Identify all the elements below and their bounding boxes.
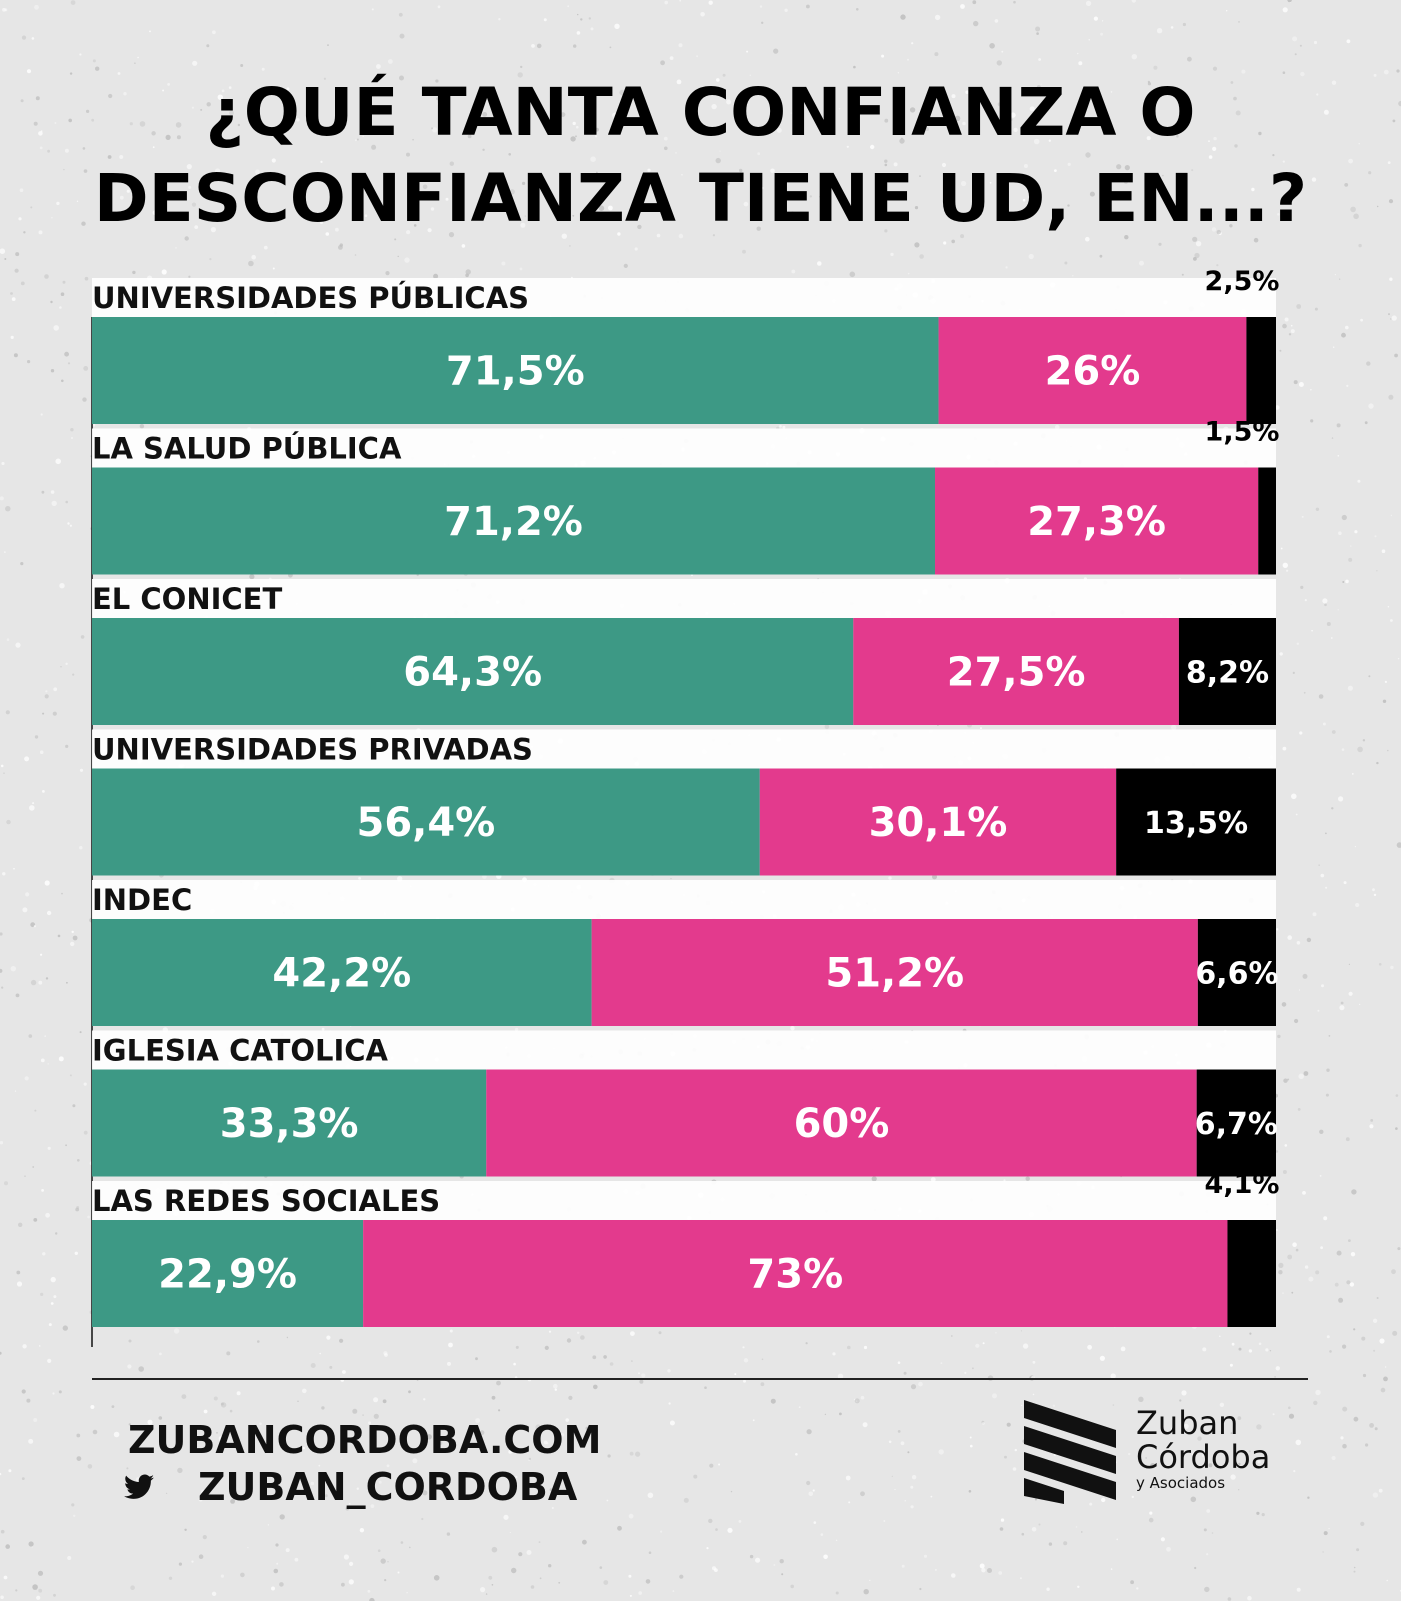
bar-confianza xyxy=(92,1069,487,1177)
bar-ns_nc xyxy=(1246,317,1276,424)
bar-ns_nc xyxy=(1116,768,1276,876)
data-label-confianza: 22,9% xyxy=(158,1252,297,1298)
bar-desconfianza xyxy=(759,768,1117,876)
category-label: LAS REDES SOCIALES xyxy=(92,1184,440,1218)
bar-ns_nc xyxy=(1227,1220,1276,1327)
data-label-confianza: 71,5% xyxy=(446,349,585,395)
data-label-ns_nc: 6,7% xyxy=(1195,1107,1278,1142)
bar-desconfianza xyxy=(363,1220,1228,1327)
bar-ns_nc xyxy=(1196,1069,1276,1177)
zuban-cordoba-stripes-logo-icon xyxy=(1024,1400,1116,1504)
category-band xyxy=(92,278,1276,317)
data-label-ns_nc: 8,2% xyxy=(1186,656,1269,691)
data-label-ns_nc: 1,5% xyxy=(1205,417,1280,448)
category-band xyxy=(92,428,1276,468)
data-label-desconfianza: 26% xyxy=(1045,349,1141,395)
category-band xyxy=(92,729,1276,769)
category-label: UNIVERSIDADES PRIVADAS xyxy=(92,733,533,767)
zuban-cordoba-logo: Zuban Córdoba y Asociados xyxy=(1024,1400,1270,1504)
bar-desconfianza xyxy=(938,317,1247,424)
twitter-handle: ZUBAN_CORDOBA xyxy=(198,1465,578,1509)
data-label-confianza: 33,3% xyxy=(220,1101,359,1147)
bar-ns_nc xyxy=(1197,919,1276,1026)
logo-text: Zuban Córdoba y Asociados xyxy=(1136,1406,1270,1492)
data-label-confianza: 71,2% xyxy=(444,499,583,545)
data-label-desconfianza: 27,5% xyxy=(947,650,1086,696)
bar-ns_nc xyxy=(1258,467,1276,575)
data-label-desconfianza: 51,2% xyxy=(825,951,964,997)
bar-confianza xyxy=(92,618,854,725)
chart-title: ¿QUÉ TANTA CONFIANZA O DESCONFIANZA TIEN… xyxy=(0,70,1401,242)
data-label-desconfianza: 27,3% xyxy=(1027,499,1166,545)
twitter-bird-icon xyxy=(124,1474,154,1499)
category-label: LA SALUD PÚBLICA xyxy=(92,432,402,466)
bar-desconfianza xyxy=(486,1069,1197,1177)
category-label: INDEC xyxy=(92,883,192,917)
data-label-confianza: 42,2% xyxy=(272,951,411,997)
title-line-2: DESCONFIANZA TIENE UD, EN...? xyxy=(93,160,1308,237)
bar-ns_nc xyxy=(1178,618,1276,725)
category-label: IGLESIA CATOLICA xyxy=(92,1034,389,1068)
data-label-desconfianza: 73% xyxy=(747,1252,843,1298)
data-label-desconfianza: 30,1% xyxy=(869,800,1008,846)
data-label-desconfianza: 60% xyxy=(794,1101,890,1147)
data-label-ns_nc: 4,1% xyxy=(1205,1169,1280,1200)
category-label: UNIVERSIDADES PÚBLICAS xyxy=(92,281,529,315)
category-label: EL CONICET xyxy=(92,582,282,616)
logo-line-3: y Asociados xyxy=(1136,1474,1226,1492)
bar-confianza xyxy=(92,768,760,876)
bar-confianza xyxy=(92,467,936,575)
category-band xyxy=(92,1030,1276,1070)
title-line-1: ¿QUÉ TANTA CONFIANZA O xyxy=(205,74,1196,151)
twitter-row[interactable]: ZUBAN_CORDOBA xyxy=(124,1465,577,1509)
category-band xyxy=(92,880,1276,919)
bar-desconfianza xyxy=(935,467,1259,575)
bar-confianza xyxy=(92,317,939,424)
bar-confianza xyxy=(92,1220,364,1327)
logo-line-1: Zuban xyxy=(1136,1404,1239,1442)
website-url[interactable]: ZUBANCORDOBA.COM xyxy=(128,1418,602,1462)
bar-confianza xyxy=(92,919,592,1026)
data-label-confianza: 64,3% xyxy=(403,650,542,696)
data-label-ns_nc: 13,5% xyxy=(1144,806,1248,841)
data-label-ns_nc: 6,6% xyxy=(1195,957,1278,992)
data-label-confianza: 56,4% xyxy=(356,800,495,846)
logo-line-2: Córdoba xyxy=(1136,1438,1271,1476)
category-band xyxy=(92,579,1276,618)
category-band xyxy=(92,1181,1276,1220)
bar-desconfianza xyxy=(591,919,1198,1026)
footer-divider xyxy=(92,1378,1308,1380)
data-label-ns_nc: 2,5% xyxy=(1205,266,1280,297)
bar-desconfianza xyxy=(853,618,1179,725)
